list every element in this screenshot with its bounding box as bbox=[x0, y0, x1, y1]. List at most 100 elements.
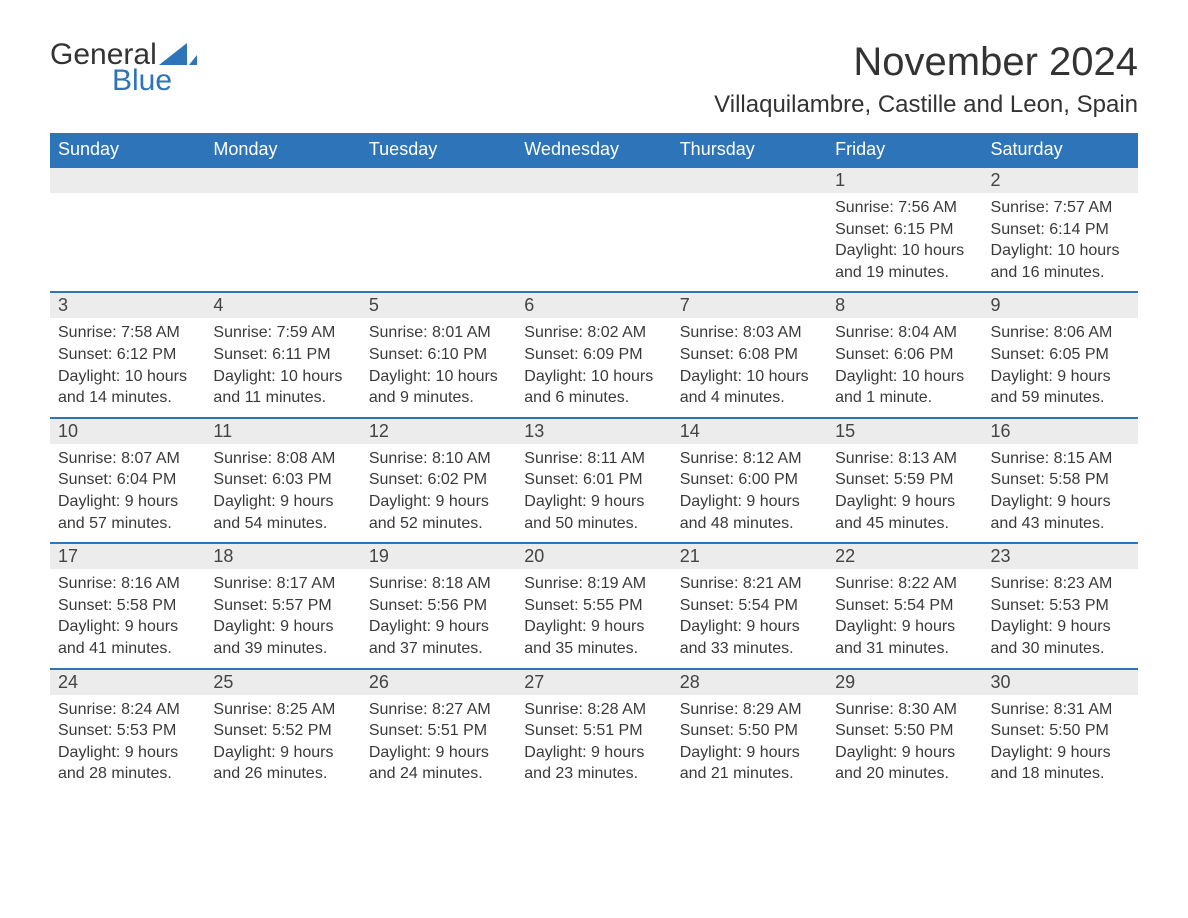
day-number: 7 bbox=[672, 291, 827, 318]
day-number: 9 bbox=[983, 291, 1138, 318]
day-number: 27 bbox=[516, 668, 671, 695]
day-number: 2 bbox=[983, 166, 1138, 193]
day-number: 14 bbox=[672, 417, 827, 444]
logo-word2: Blue bbox=[50, 66, 197, 96]
weekday-header: Friday bbox=[827, 133, 982, 166]
day-details: Sunrise: 8:17 AMSunset: 5:57 PMDaylight:… bbox=[205, 569, 360, 667]
day-details: Sunrise: 7:59 AMSunset: 6:11 PMDaylight:… bbox=[205, 318, 360, 416]
day-number: 6 bbox=[516, 291, 671, 318]
day-cell: 16Sunrise: 8:15 AMSunset: 5:58 PMDayligh… bbox=[983, 417, 1138, 542]
day-details: Sunrise: 8:02 AMSunset: 6:09 PMDaylight:… bbox=[516, 318, 671, 416]
day-cell: 18Sunrise: 8:17 AMSunset: 5:57 PMDayligh… bbox=[205, 542, 360, 667]
weekday-header: Thursday bbox=[672, 133, 827, 166]
day-details: Sunrise: 8:13 AMSunset: 5:59 PMDaylight:… bbox=[827, 444, 982, 542]
day-details: Sunrise: 8:01 AMSunset: 6:10 PMDaylight:… bbox=[361, 318, 516, 416]
day-details: Sunrise: 8:27 AMSunset: 5:51 PMDaylight:… bbox=[361, 695, 516, 793]
logo: General Blue bbox=[50, 40, 197, 96]
day-cell: 8Sunrise: 8:04 AMSunset: 6:06 PMDaylight… bbox=[827, 291, 982, 416]
calendar-body: 1Sunrise: 7:56 AMSunset: 6:15 PMDaylight… bbox=[50, 166, 1138, 793]
day-details: Sunrise: 8:25 AMSunset: 5:52 PMDaylight:… bbox=[205, 695, 360, 793]
day-details: Sunrise: 8:24 AMSunset: 5:53 PMDaylight:… bbox=[50, 695, 205, 793]
day-number: 16 bbox=[983, 417, 1138, 444]
day-details: Sunrise: 8:28 AMSunset: 5:51 PMDaylight:… bbox=[516, 695, 671, 793]
day-details: Sunrise: 8:19 AMSunset: 5:55 PMDaylight:… bbox=[516, 569, 671, 667]
day-number: 24 bbox=[50, 668, 205, 695]
day-cell: 2Sunrise: 7:57 AMSunset: 6:14 PMDaylight… bbox=[983, 166, 1138, 291]
day-details: Sunrise: 8:15 AMSunset: 5:58 PMDaylight:… bbox=[983, 444, 1138, 542]
day-details: Sunrise: 8:12 AMSunset: 6:00 PMDaylight:… bbox=[672, 444, 827, 542]
day-cell: 30Sunrise: 8:31 AMSunset: 5:50 PMDayligh… bbox=[983, 668, 1138, 793]
day-cell: 26Sunrise: 8:27 AMSunset: 5:51 PMDayligh… bbox=[361, 668, 516, 793]
calendar-table: SundayMondayTuesdayWednesdayThursdayFrid… bbox=[50, 133, 1138, 793]
day-number: 21 bbox=[672, 542, 827, 569]
day-details: Sunrise: 8:29 AMSunset: 5:50 PMDaylight:… bbox=[672, 695, 827, 793]
day-details: Sunrise: 8:21 AMSunset: 5:54 PMDaylight:… bbox=[672, 569, 827, 667]
day-details: Sunrise: 7:56 AMSunset: 6:15 PMDaylight:… bbox=[827, 193, 982, 291]
day-number: 11 bbox=[205, 417, 360, 444]
day-cell: 21Sunrise: 8:21 AMSunset: 5:54 PMDayligh… bbox=[672, 542, 827, 667]
day-number: 13 bbox=[516, 417, 671, 444]
day-number: 5 bbox=[361, 291, 516, 318]
day-cell: 10Sunrise: 8:07 AMSunset: 6:04 PMDayligh… bbox=[50, 417, 205, 542]
title-block: November 2024 Villaquilambre, Castille a… bbox=[714, 40, 1138, 119]
day-number: 18 bbox=[205, 542, 360, 569]
day-cell: 24Sunrise: 8:24 AMSunset: 5:53 PMDayligh… bbox=[50, 668, 205, 793]
day-cell: 23Sunrise: 8:23 AMSunset: 5:53 PMDayligh… bbox=[983, 542, 1138, 667]
day-cell: 7Sunrise: 8:03 AMSunset: 6:08 PMDaylight… bbox=[672, 291, 827, 416]
day-number: 22 bbox=[827, 542, 982, 569]
day-cell: 13Sunrise: 8:11 AMSunset: 6:01 PMDayligh… bbox=[516, 417, 671, 542]
day-cell: 6Sunrise: 8:02 AMSunset: 6:09 PMDaylight… bbox=[516, 291, 671, 416]
day-details: Sunrise: 8:31 AMSunset: 5:50 PMDaylight:… bbox=[983, 695, 1138, 793]
empty-cell bbox=[516, 166, 671, 291]
day-cell: 1Sunrise: 7:56 AMSunset: 6:15 PMDaylight… bbox=[827, 166, 982, 291]
day-details: Sunrise: 8:30 AMSunset: 5:50 PMDaylight:… bbox=[827, 695, 982, 793]
day-cell: 4Sunrise: 7:59 AMSunset: 6:11 PMDaylight… bbox=[205, 291, 360, 416]
weekday-header: Wednesday bbox=[516, 133, 671, 166]
calendar-header-row: SundayMondayTuesdayWednesdayThursdayFrid… bbox=[50, 133, 1138, 166]
day-number: 25 bbox=[205, 668, 360, 695]
day-number: 20 bbox=[516, 542, 671, 569]
day-details: Sunrise: 8:18 AMSunset: 5:56 PMDaylight:… bbox=[361, 569, 516, 667]
day-cell: 9Sunrise: 8:06 AMSunset: 6:05 PMDaylight… bbox=[983, 291, 1138, 416]
day-number: 15 bbox=[827, 417, 982, 444]
day-number: 12 bbox=[361, 417, 516, 444]
day-cell: 22Sunrise: 8:22 AMSunset: 5:54 PMDayligh… bbox=[827, 542, 982, 667]
weekday-header: Tuesday bbox=[361, 133, 516, 166]
month-title: November 2024 bbox=[714, 40, 1138, 85]
day-details: Sunrise: 7:57 AMSunset: 6:14 PMDaylight:… bbox=[983, 193, 1138, 291]
day-number: 3 bbox=[50, 291, 205, 318]
day-cell: 25Sunrise: 8:25 AMSunset: 5:52 PMDayligh… bbox=[205, 668, 360, 793]
empty-cell bbox=[50, 166, 205, 291]
day-number: 28 bbox=[672, 668, 827, 695]
day-number: 29 bbox=[827, 668, 982, 695]
day-details: Sunrise: 8:22 AMSunset: 5:54 PMDaylight:… bbox=[827, 569, 982, 667]
day-number: 10 bbox=[50, 417, 205, 444]
day-details: Sunrise: 8:07 AMSunset: 6:04 PMDaylight:… bbox=[50, 444, 205, 542]
day-cell: 3Sunrise: 7:58 AMSunset: 6:12 PMDaylight… bbox=[50, 291, 205, 416]
day-details: Sunrise: 8:04 AMSunset: 6:06 PMDaylight:… bbox=[827, 318, 982, 416]
day-number: 4 bbox=[205, 291, 360, 318]
day-number: 17 bbox=[50, 542, 205, 569]
empty-cell bbox=[361, 166, 516, 291]
day-number: 26 bbox=[361, 668, 516, 695]
day-details: Sunrise: 8:11 AMSunset: 6:01 PMDaylight:… bbox=[516, 444, 671, 542]
day-number: 1 bbox=[827, 166, 982, 193]
day-cell: 14Sunrise: 8:12 AMSunset: 6:00 PMDayligh… bbox=[672, 417, 827, 542]
day-number: 19 bbox=[361, 542, 516, 569]
day-cell: 5Sunrise: 8:01 AMSunset: 6:10 PMDaylight… bbox=[361, 291, 516, 416]
weekday-header: Monday bbox=[205, 133, 360, 166]
day-details: Sunrise: 8:08 AMSunset: 6:03 PMDaylight:… bbox=[205, 444, 360, 542]
day-cell: 20Sunrise: 8:19 AMSunset: 5:55 PMDayligh… bbox=[516, 542, 671, 667]
page-header: General Blue November 2024 Villaquilambr… bbox=[50, 40, 1138, 119]
day-cell: 17Sunrise: 8:16 AMSunset: 5:58 PMDayligh… bbox=[50, 542, 205, 667]
day-details: Sunrise: 8:03 AMSunset: 6:08 PMDaylight:… bbox=[672, 318, 827, 416]
day-cell: 11Sunrise: 8:08 AMSunset: 6:03 PMDayligh… bbox=[205, 417, 360, 542]
day-cell: 29Sunrise: 8:30 AMSunset: 5:50 PMDayligh… bbox=[827, 668, 982, 793]
day-cell: 12Sunrise: 8:10 AMSunset: 6:02 PMDayligh… bbox=[361, 417, 516, 542]
empty-cell bbox=[672, 166, 827, 291]
weekday-header: Saturday bbox=[983, 133, 1138, 166]
day-cell: 15Sunrise: 8:13 AMSunset: 5:59 PMDayligh… bbox=[827, 417, 982, 542]
day-details: Sunrise: 8:23 AMSunset: 5:53 PMDaylight:… bbox=[983, 569, 1138, 667]
day-details: Sunrise: 7:58 AMSunset: 6:12 PMDaylight:… bbox=[50, 318, 205, 416]
day-cell: 19Sunrise: 8:18 AMSunset: 5:56 PMDayligh… bbox=[361, 542, 516, 667]
